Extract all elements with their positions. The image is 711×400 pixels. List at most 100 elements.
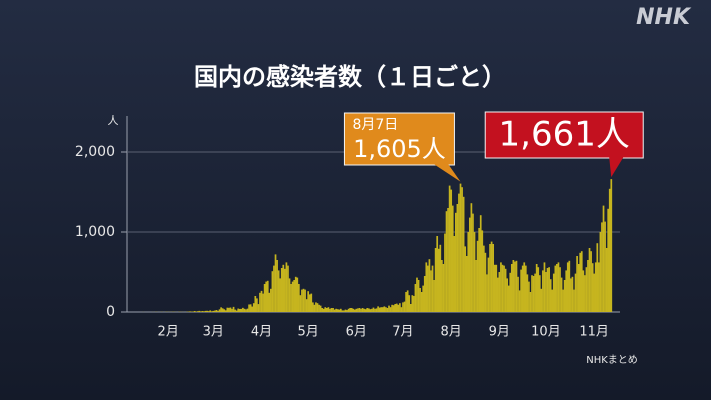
bar — [259, 292, 261, 312]
bar — [207, 311, 210, 312]
value-label: 1,605人 — [353, 135, 446, 163]
bar — [310, 293, 313, 312]
bar — [465, 256, 468, 312]
bar — [604, 221, 606, 312]
x-tick-label: 6月 — [346, 325, 367, 340]
bar — [353, 309, 356, 312]
bar — [405, 292, 407, 312]
bar — [514, 261, 516, 312]
bar — [335, 308, 338, 312]
bar — [515, 260, 518, 312]
bar — [481, 230, 484, 312]
bar — [366, 308, 369, 312]
bar — [277, 270, 280, 312]
bar — [316, 303, 319, 312]
bar — [489, 244, 491, 312]
bar — [402, 302, 404, 312]
bar — [442, 264, 445, 312]
bar — [228, 307, 230, 312]
bar — [220, 307, 222, 312]
bar — [203, 311, 205, 312]
bar — [389, 307, 392, 312]
bar — [585, 267, 588, 312]
bar — [420, 292, 423, 312]
bar — [574, 273, 577, 312]
bar — [521, 265, 524, 312]
bar — [507, 285, 510, 312]
bar — [324, 307, 327, 312]
bar — [577, 264, 580, 312]
bar — [315, 302, 317, 312]
bar — [406, 290, 409, 312]
bar — [528, 281, 530, 312]
bar — [260, 290, 263, 312]
bar — [193, 311, 196, 312]
bar — [409, 304, 412, 312]
bar — [601, 222, 603, 312]
bar — [302, 288, 305, 312]
bar — [380, 307, 383, 312]
bar — [602, 205, 605, 312]
bar — [417, 280, 420, 312]
bar — [433, 280, 435, 312]
bar — [482, 245, 485, 312]
x-tick-label: 9月 — [489, 325, 510, 340]
bar — [538, 275, 541, 312]
bar — [299, 295, 302, 312]
bar — [403, 301, 406, 312]
bar — [262, 293, 264, 312]
bar — [271, 271, 274, 312]
bar — [453, 236, 456, 312]
bar — [218, 309, 221, 312]
bar — [268, 292, 271, 312]
y-tick-label: 1,000 — [75, 224, 115, 240]
x-tick-label: 2月 — [158, 325, 179, 340]
bar — [383, 306, 386, 312]
y-tick-label: 0 — [106, 304, 115, 320]
bar — [580, 251, 583, 312]
bar — [377, 306, 379, 312]
bar — [210, 311, 213, 312]
bar — [436, 236, 439, 312]
bar — [498, 272, 501, 312]
bar — [506, 278, 508, 312]
bar — [582, 270, 585, 312]
bar — [212, 310, 215, 312]
bar — [330, 308, 333, 312]
bar — [531, 275, 533, 312]
bar — [301, 289, 303, 312]
callout-box — [484, 111, 644, 159]
bar — [232, 306, 235, 312]
bar — [512, 260, 515, 312]
bar — [486, 274, 488, 312]
bar — [484, 252, 487, 312]
bar — [385, 307, 387, 312]
bar — [313, 304, 316, 312]
bar — [571, 276, 574, 312]
bar — [503, 265, 505, 312]
bar — [546, 268, 549, 312]
x-tick-label: 8月 — [440, 325, 461, 340]
bar — [311, 302, 314, 312]
bar — [490, 241, 493, 312]
bar — [215, 310, 218, 312]
bar — [273, 265, 275, 312]
callout-pointer — [609, 157, 624, 178]
bar — [349, 308, 351, 312]
bar — [333, 309, 336, 312]
bar — [371, 308, 373, 312]
bar — [509, 272, 512, 312]
bar — [560, 277, 563, 312]
bar — [290, 284, 292, 312]
bar — [451, 205, 454, 312]
bar — [517, 276, 519, 312]
bar — [252, 303, 255, 312]
bar — [568, 260, 571, 312]
bar — [329, 308, 331, 312]
bar — [375, 308, 378, 312]
bar — [226, 307, 229, 312]
bar — [279, 278, 282, 312]
bar — [476, 240, 479, 312]
bar — [381, 307, 384, 312]
callout-date: 8月7日 — [352, 117, 398, 133]
